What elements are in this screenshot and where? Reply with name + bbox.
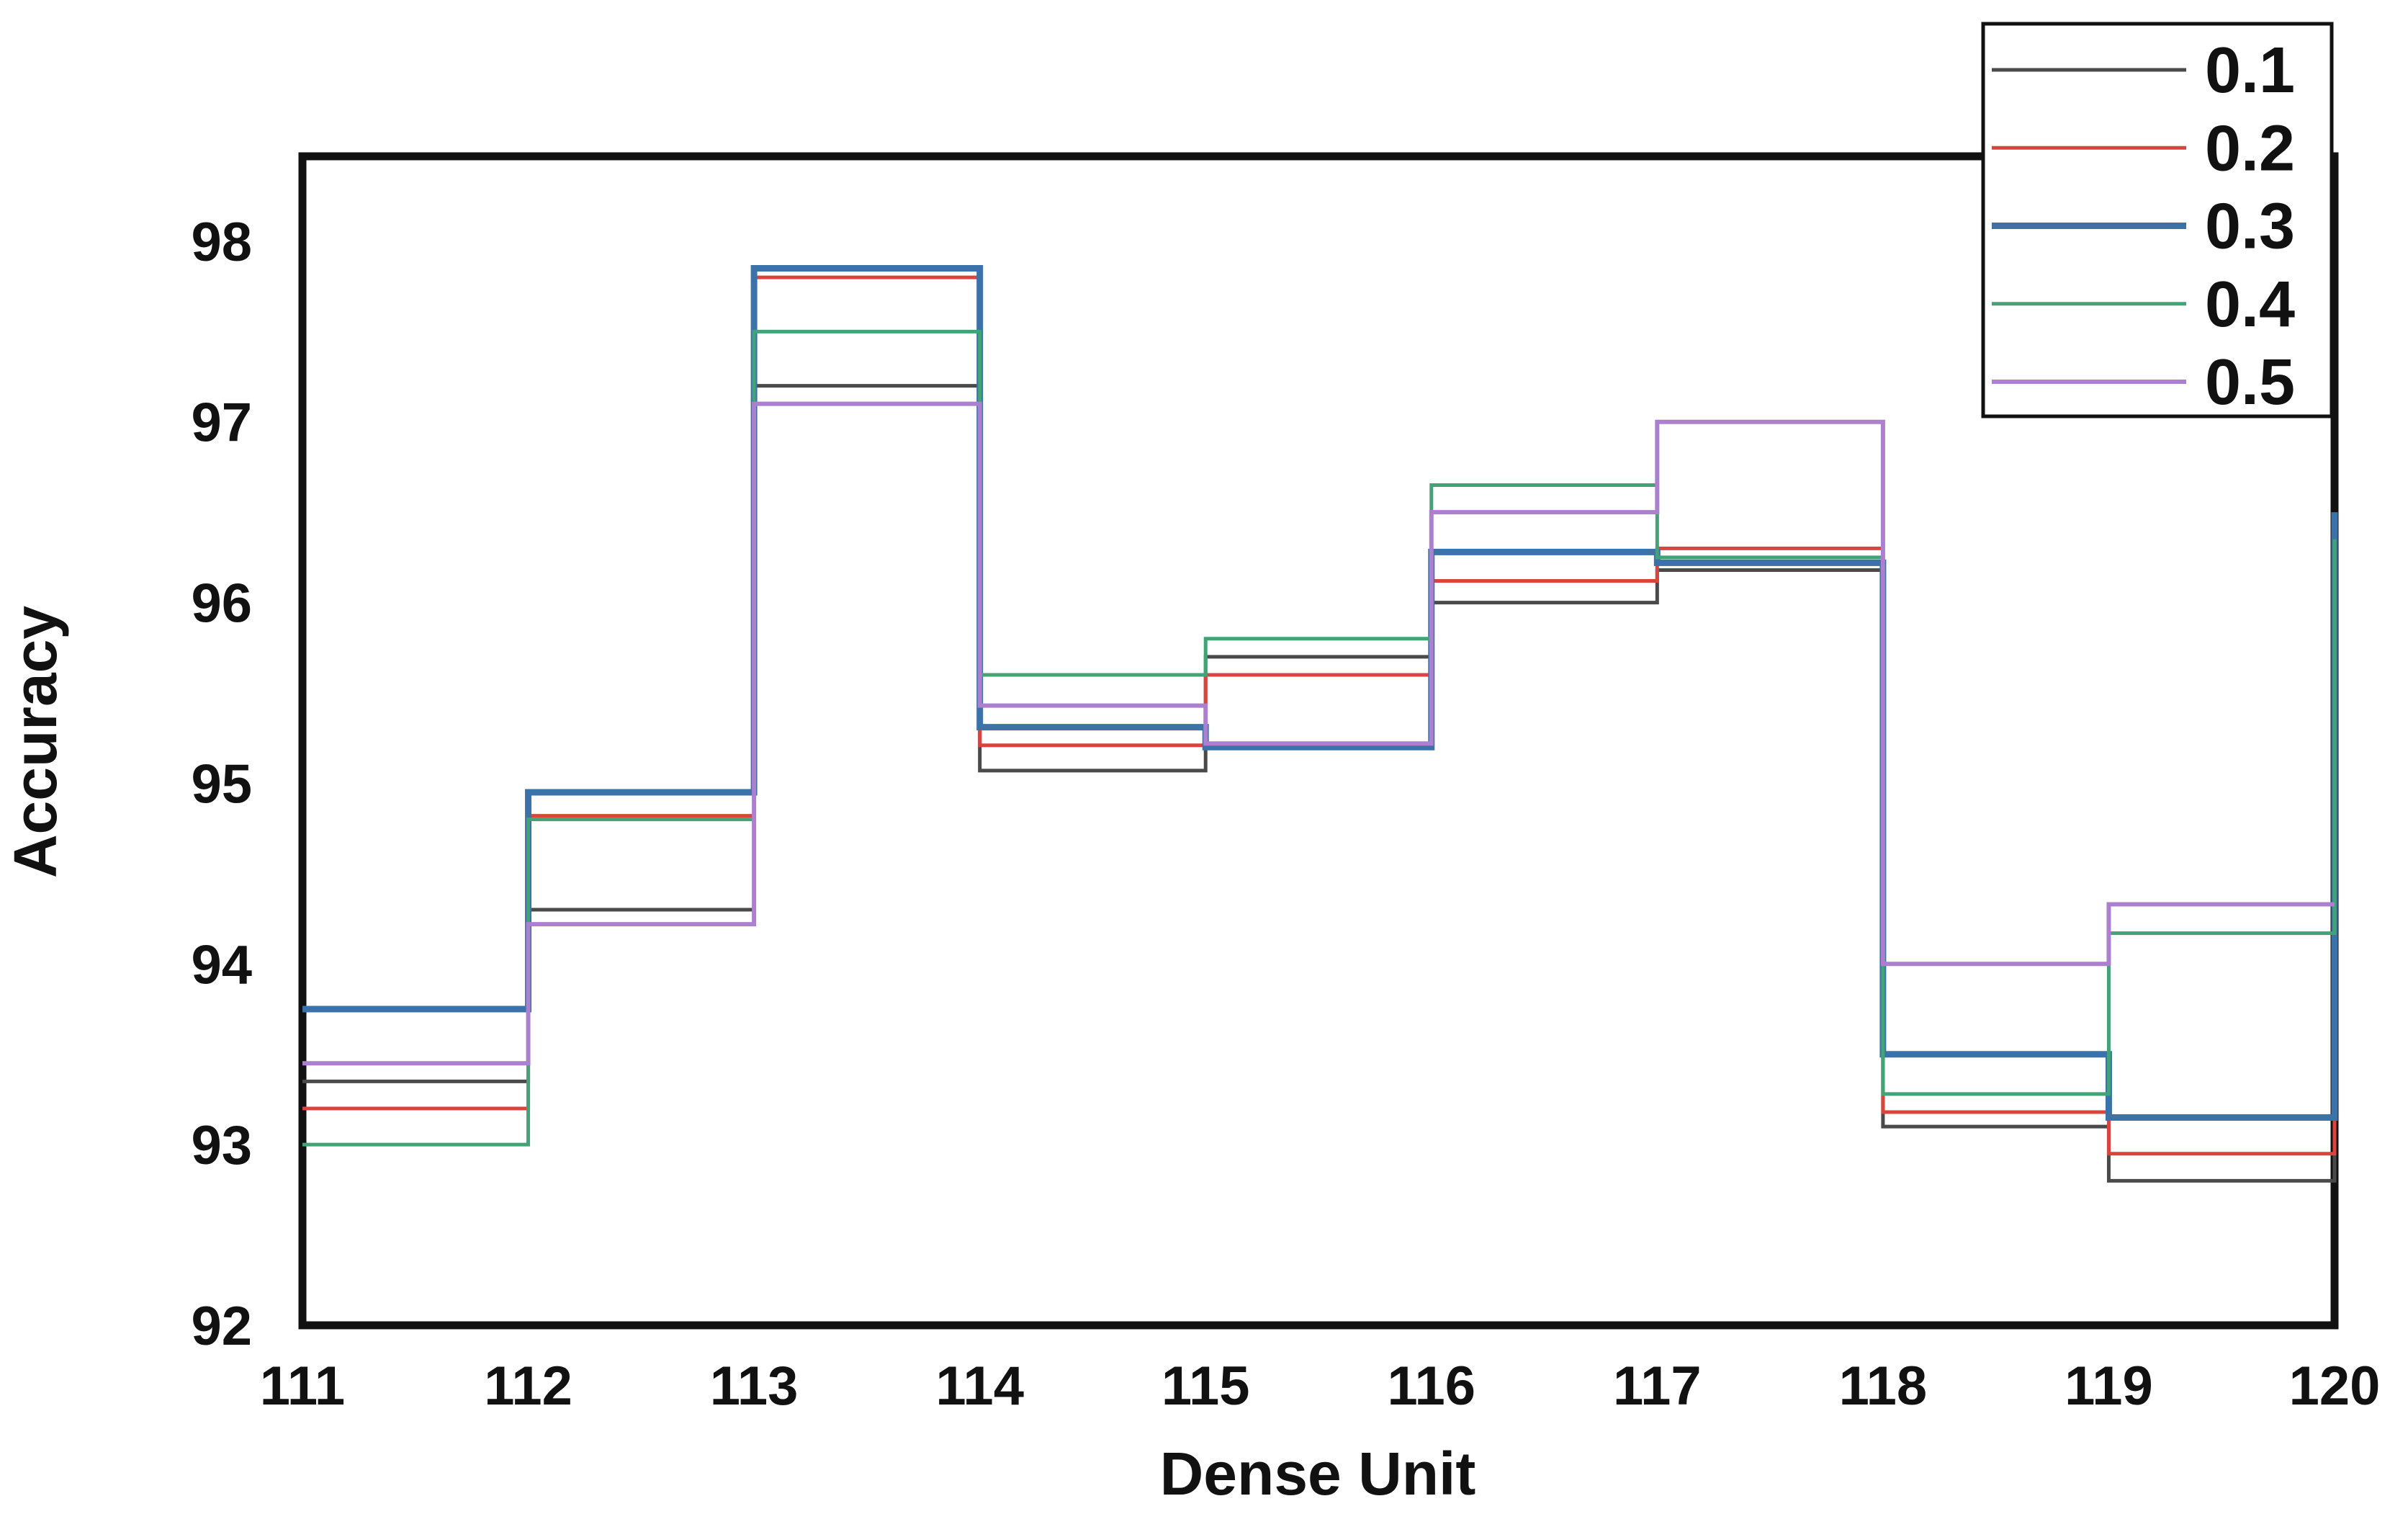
x-tick-label: 112 — [484, 1356, 572, 1417]
x-tick-label: 116 — [1387, 1356, 1475, 1417]
series-line-0.1 — [302, 384, 2337, 1183]
legend-label-0.1: 0.1 — [2205, 35, 2295, 107]
y-tick-label: 92 — [191, 1296, 252, 1357]
legend-label-0.4: 0.4 — [2205, 269, 2295, 341]
legend-label-0.2: 0.2 — [2205, 112, 2295, 184]
y-tick-label: 96 — [191, 573, 252, 635]
x-tick-label: 118 — [1839, 1356, 1928, 1417]
x-tick-label: 111 — [260, 1356, 345, 1417]
x-tick-label: 117 — [1613, 1356, 1702, 1417]
series-line-0.5 — [302, 401, 2335, 1066]
x-tick-label: 120 — [2289, 1356, 2381, 1417]
y-tick-label: 94 — [191, 934, 252, 995]
legend-label-0.5: 0.5 — [2205, 346, 2295, 418]
legend-box — [1981, 22, 2334, 418]
y-tick-label: 97 — [191, 393, 252, 454]
legend-label-0.3: 0.3 — [2205, 191, 2295, 263]
y-tick-label: 95 — [191, 753, 252, 815]
x-tick-label: 113 — [710, 1356, 799, 1417]
x-tick-label: 115 — [1162, 1356, 1250, 1417]
legend: 0.10.20.30.40.5 — [1981, 22, 2334, 418]
tick-layer: 92 93 94 95 96 97 98 111 112 113 114 115 116 117 118 11… — [191, 212, 2380, 1417]
x-axis-title: Dense Unit — [1160, 1440, 1476, 1508]
y-tick-label: 93 — [191, 1115, 252, 1176]
series-layer — [302, 265, 2338, 1183]
y-tick-label: 98 — [191, 212, 252, 273]
x-tick-label: 114 — [935, 1356, 1024, 1417]
x-tick-label: 119 — [2065, 1356, 2153, 1417]
y-axis-title: Accuracy — [1, 606, 69, 879]
series-line-0.4 — [302, 329, 2337, 1147]
